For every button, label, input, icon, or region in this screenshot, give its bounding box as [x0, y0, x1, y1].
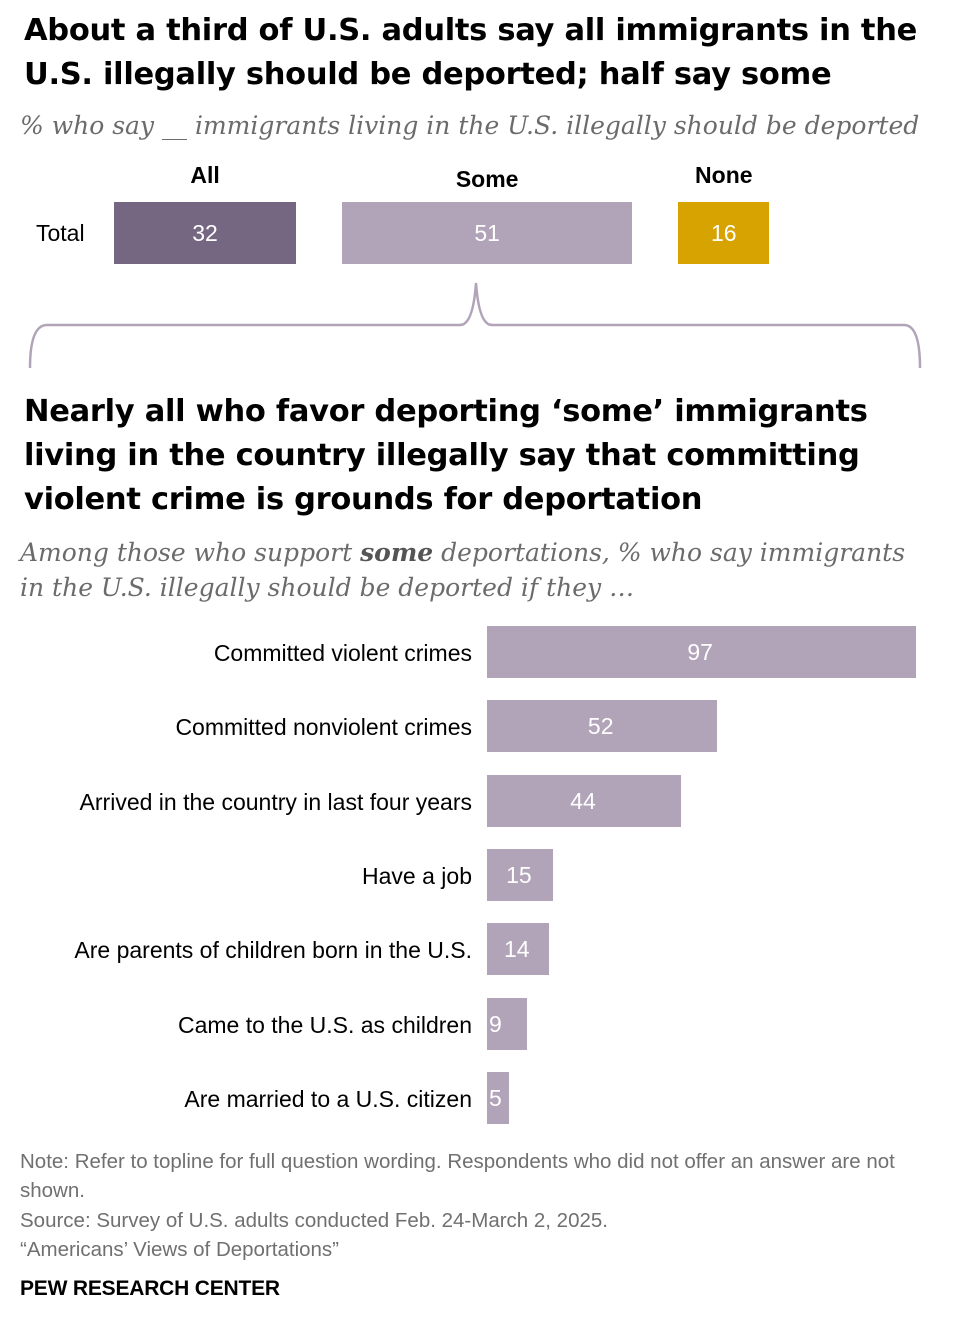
bar-row: Are married to a U.S. citizen 5: [0, 1071, 966, 1126]
category-label: Committed nonviolent crimes: [175, 714, 472, 741]
bar: [487, 774, 682, 827]
category-label: Are parents of children born in the U.S.: [74, 937, 472, 964]
legend-none: None: [695, 162, 753, 188]
bar: [487, 923, 549, 976]
bracket-connector: [28, 282, 922, 369]
bar-row: Are parents of children born in the U.S.…: [0, 923, 966, 977]
chart-title: About a third of U.S. adults say all imm…: [24, 13, 918, 92]
value-label: 5: [489, 1084, 502, 1111]
category-label: Came to the U.S. as children: [177, 1011, 472, 1038]
note-text: Note: Refer to topline for full question…: [20, 1150, 895, 1202]
bar-row: Committed nonviolent crimes 52: [0, 700, 966, 754]
report-title: “Americans’ Views of Deportations”: [20, 1238, 340, 1261]
value-label: 44: [570, 787, 596, 814]
bar-none: 16: [678, 202, 770, 264]
bar: [487, 1071, 510, 1124]
pew-logo-text: PEW RESEARCH CENTER: [20, 1277, 280, 1300]
source-text: Source: Survey of U.S. adults conducted …: [20, 1209, 608, 1232]
legend-some: Some: [455, 166, 519, 192]
bar-row: Came to the U.S. as children 9: [0, 997, 966, 1052]
value-label: 9: [489, 1010, 502, 1037]
bar-all: 32: [114, 202, 297, 264]
bar-some: 51: [342, 202, 633, 264]
bar: [487, 997, 527, 1050]
value-label: 52: [587, 713, 614, 740]
bar: [487, 848, 554, 901]
value-label-some: 51: [474, 219, 500, 246]
bar-row: Committed violent crimes 97: [0, 626, 966, 680]
category-label: Have a job: [362, 862, 472, 889]
value-label-none: 16: [710, 219, 737, 246]
bar-row: Arrived in the country in last four year…: [0, 774, 966, 829]
bar-row: Have a job 15: [0, 848, 966, 903]
category-label: Committed violent crimes: [213, 640, 472, 666]
category-label-total: Total: [36, 220, 85, 246]
value-label: 97: [687, 639, 713, 665]
bar: [487, 626, 916, 678]
bar: [487, 700, 717, 753]
section-title: Nearly all who favor deporting ‘some’ im…: [24, 394, 868, 517]
section-subtitle: Among those who support some deportation…: [20, 538, 906, 602]
value-label-all: 32: [192, 219, 218, 246]
legend-all: All: [190, 162, 220, 188]
value-label: 14: [503, 936, 530, 963]
value-label: 15: [506, 861, 532, 888]
chart-subtitle: % who say __ immigrants living in the U.…: [20, 111, 920, 140]
category-label: Are married to a U.S. citizen: [184, 1085, 472, 1112]
category-label: Arrived in the country in last four year…: [79, 788, 472, 815]
